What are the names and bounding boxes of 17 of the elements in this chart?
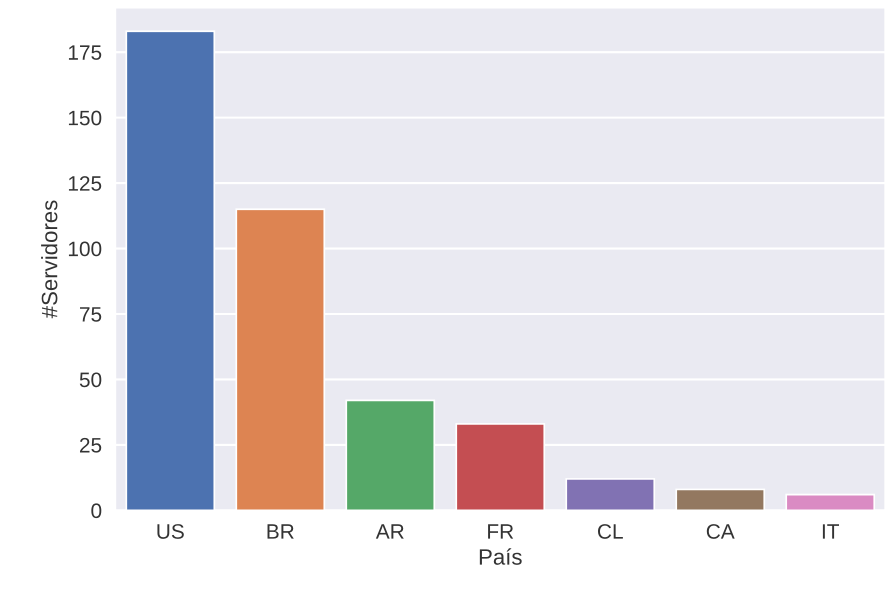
y-tick-label: 50: [80, 372, 102, 388]
x-tick-label: IT: [822, 524, 840, 539]
x-tick-label: CL: [598, 524, 623, 539]
y-tick-label: 25: [80, 438, 102, 453]
y-axis-title: #Servidores: [41, 200, 58, 318]
y-tick-label: 100: [68, 242, 102, 256]
x-tick-label: BR: [268, 524, 294, 539]
y-tick-label: 0: [91, 503, 102, 518]
x-tick-label: CA: [706, 524, 735, 539]
x-tick-label: FR: [488, 524, 514, 539]
x-axis-title: País: [480, 548, 522, 565]
y-tick-label: 175: [68, 45, 102, 60]
y-tick-label: 150: [68, 110, 102, 126]
x-tick-label: AR: [376, 524, 404, 539]
y-tick-label: 75: [80, 307, 102, 322]
x-tick-label: US: [157, 524, 184, 539]
y-tick-label: 125: [68, 176, 102, 191]
